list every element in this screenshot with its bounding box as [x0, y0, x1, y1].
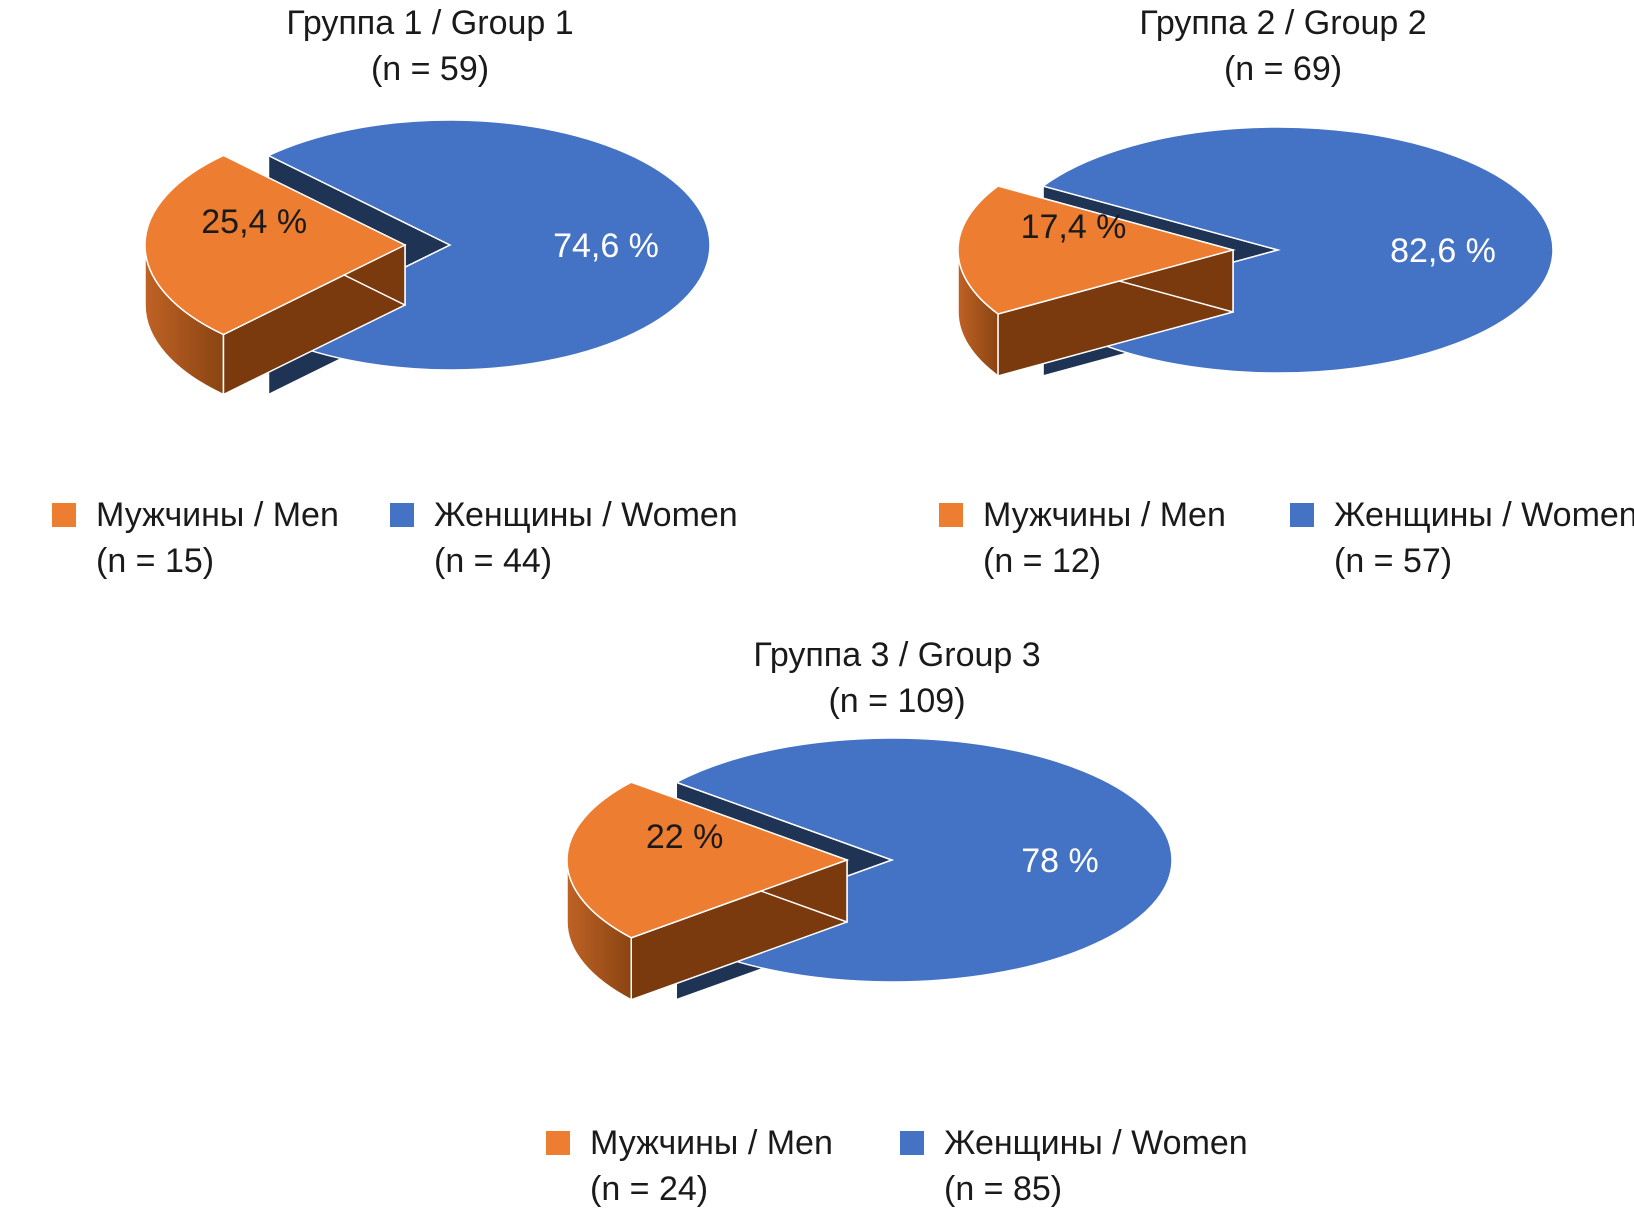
- legend-swatch-women: [390, 503, 414, 527]
- chart-title-group-1: Группа 1 / Group 1 (n = 59): [150, 0, 710, 92]
- legend-count: (n = 85): [944, 1170, 1063, 1208]
- pie-slice-men-group-3-top: [566, 781, 850, 939]
- chart-title-group-2: Группа 2 / Group 2 (n = 69): [1003, 0, 1563, 92]
- chart-title: Группа 3 / Group 3: [753, 636, 1041, 674]
- legend-swatch-men: [546, 1131, 570, 1155]
- pie-slice-men-group-1-top: [144, 154, 407, 336]
- chart-title: Группа 1 / Group 1: [286, 4, 574, 42]
- pie-slice-men-group-2-top: [957, 185, 1236, 315]
- legend-swatch-women: [1290, 503, 1314, 527]
- chart-subtitle: (n = 59): [370, 50, 490, 88]
- chart-title: Группа 2 / Group 2: [1139, 4, 1427, 42]
- legend-label: Женщины / Women: [1334, 496, 1634, 534]
- legend-swatch-women: [900, 1131, 924, 1155]
- chart-title-group-3: Группа 3 / Group 3 (n = 109): [617, 632, 1177, 724]
- legend-label: Мужчины / Men: [983, 496, 1226, 534]
- data-label-men-group-1: 25,4 %: [201, 203, 307, 241]
- data-label-women-group-1: 74,6 %: [553, 227, 659, 265]
- data-label-women-group-2: 82,6 %: [1390, 232, 1496, 270]
- data-label-men-group-3: 22 %: [646, 818, 724, 856]
- legend-count: (n = 24): [590, 1170, 709, 1208]
- legend-count: (n = 15): [96, 542, 215, 580]
- legend-count: (n = 57): [1334, 542, 1453, 580]
- legend-label: Женщины / Women: [434, 496, 738, 534]
- legend-label: Мужчины / Men: [590, 1124, 833, 1162]
- legend-swatch-men: [52, 503, 76, 527]
- legend-label: Женщины / Women: [944, 1124, 1248, 1162]
- legend-count: (n = 44): [434, 542, 553, 580]
- legend-label: Мужчины / Men: [96, 496, 339, 534]
- chart-subtitle: (n = 109): [828, 682, 966, 720]
- chart-subtitle: (n = 69): [1223, 50, 1343, 88]
- legend-swatch-men: [939, 503, 963, 527]
- legend-count: (n = 12): [983, 542, 1102, 580]
- data-label-women-group-3: 78 %: [1021, 842, 1099, 880]
- data-label-men-group-2: 17,4 %: [1021, 208, 1127, 246]
